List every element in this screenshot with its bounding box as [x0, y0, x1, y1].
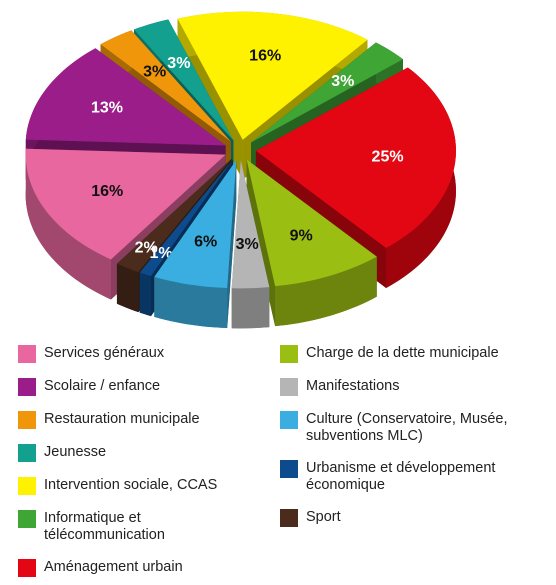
- slice-top: [100, 30, 231, 142]
- legend-swatch: [280, 509, 298, 527]
- slice-top: [134, 19, 234, 141]
- data-label: 9%: [290, 228, 313, 245]
- slice: 3%: [231, 160, 270, 329]
- slice-rim: [139, 272, 151, 317]
- legend-item: Aménagement urbain: [18, 559, 280, 577]
- legend-swatch: [18, 444, 36, 462]
- slice-rim: [275, 256, 377, 327]
- legend-item: Informatique et télécommunication: [18, 510, 280, 544]
- legend-item: Culture (Conservatoire, Musée, subventio…: [280, 411, 531, 445]
- legend-label: Sport: [306, 509, 341, 525]
- legend-item: Intervention sociale, CCAS: [18, 477, 280, 495]
- legend-item: Manifestations: [280, 378, 531, 396]
- legend-item: Scolaire / enfance: [18, 378, 280, 396]
- slice-top: [231, 160, 270, 289]
- data-label: 3%: [331, 73, 354, 90]
- legend-swatch: [18, 345, 36, 363]
- slice-top: [116, 158, 232, 273]
- slice: 6%: [154, 160, 237, 328]
- pie-area: 16%3%3%3%13%25%16%2%1%9%6% 3%: [25, 11, 456, 329]
- slice-rim: [231, 287, 270, 329]
- legend-item: Sport: [280, 509, 531, 527]
- data-label: 25%: [372, 148, 404, 165]
- data-label: 6%: [194, 234, 217, 251]
- legend-swatch: [18, 411, 36, 429]
- legend-swatch: [18, 477, 36, 495]
- legend-label: Restauration municipale: [44, 411, 200, 427]
- slice-rim: [154, 276, 228, 328]
- legend-swatch: [280, 411, 298, 429]
- data-label: 16%: [91, 183, 123, 200]
- slice-top: [255, 67, 456, 248]
- legend-label: Urbanisme et développement économique: [306, 460, 496, 493]
- legend-label: Informatique et télécommunication: [44, 510, 165, 543]
- data-label: 3%: [167, 55, 190, 72]
- legend-label: Culture (Conservatoire, Musée, subventio…: [306, 411, 508, 444]
- slice-top: [139, 159, 233, 277]
- legend-label: Jeunesse: [44, 444, 107, 460]
- legend-label: Intervention sociale, CCAS: [44, 477, 218, 493]
- legend-item: Restauration municipale: [18, 411, 280, 429]
- legend-item: Urbanisme et développement économique: [280, 460, 531, 494]
- data-label: 3%: [236, 236, 259, 253]
- legend-item: Charge de la dette municipale: [280, 345, 531, 363]
- slice: 9%: [246, 159, 377, 327]
- legend-column: Charge de la dette municipale Manifestati…: [280, 345, 531, 577]
- legend-label: Aménagement urbain: [44, 559, 183, 575]
- legend: Services généraux Scolaire / enfance Resta…: [18, 345, 556, 577]
- slice-rim: [116, 263, 139, 313]
- data-label: 3%: [143, 64, 166, 81]
- legend-label: Charge de la dette municipale: [306, 345, 499, 361]
- slice-top: [251, 42, 403, 143]
- data-label: 1%: [150, 245, 173, 262]
- legend-swatch: [280, 378, 298, 396]
- slice-rim: [25, 148, 111, 300]
- slice-top: [246, 159, 377, 287]
- slice-top: [25, 48, 226, 146]
- slice-top: [25, 148, 226, 260]
- legend-swatch: [280, 460, 298, 478]
- legend-swatch: [280, 345, 298, 363]
- legend-swatch: [18, 378, 36, 396]
- data-label: 13%: [91, 100, 123, 117]
- slice-top: [154, 160, 237, 288]
- legend-column: Services généraux Scolaire / enfance Resta…: [18, 345, 280, 577]
- data-label: 16%: [249, 48, 281, 65]
- legend-item: Jeunesse: [18, 444, 280, 462]
- legend-swatch: [18, 510, 36, 528]
- legend-label: Services généraux: [44, 345, 165, 361]
- data-label: 2%: [135, 240, 158, 257]
- legend-label: Manifestations: [306, 378, 400, 394]
- legend-label: Scolaire / enfance: [44, 378, 161, 394]
- legend-swatch: [18, 559, 36, 577]
- slice-top: [177, 11, 368, 140]
- legend-item: Services généraux: [18, 345, 280, 363]
